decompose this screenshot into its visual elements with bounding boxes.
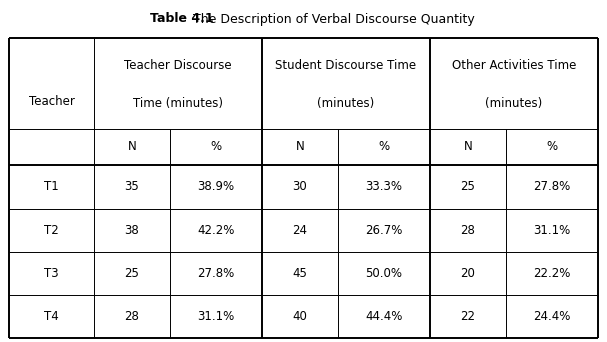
Text: 22: 22 <box>460 310 475 323</box>
Text: 27.8%: 27.8% <box>197 267 234 280</box>
Text: 35: 35 <box>124 181 139 194</box>
Text: N: N <box>296 141 304 154</box>
Text: 45: 45 <box>293 267 307 280</box>
Text: Student Discourse Time: Student Discourse Time <box>276 59 416 72</box>
Text: T1: T1 <box>44 181 59 194</box>
Text: %: % <box>378 141 390 154</box>
Text: 40: 40 <box>293 310 307 323</box>
Text: 26.7%: 26.7% <box>365 224 402 237</box>
Text: 42.2%: 42.2% <box>197 224 234 237</box>
Text: 28: 28 <box>461 224 475 237</box>
Text: Other Activities Time: Other Activities Time <box>452 59 576 72</box>
Text: N: N <box>464 141 472 154</box>
Text: Table 4.1: Table 4.1 <box>150 13 214 26</box>
Text: 25: 25 <box>124 267 140 280</box>
Text: %: % <box>546 141 557 154</box>
Text: N: N <box>127 141 137 154</box>
Text: 30: 30 <box>293 181 307 194</box>
Text: 31.1%: 31.1% <box>197 310 234 323</box>
Text: 28: 28 <box>124 310 140 323</box>
Text: 50.0%: 50.0% <box>365 267 402 280</box>
Text: The Description of Verbal Discourse Quantity: The Description of Verbal Discourse Quan… <box>189 13 474 26</box>
Text: T3: T3 <box>44 267 59 280</box>
Text: T4: T4 <box>44 310 59 323</box>
Text: 38.9%: 38.9% <box>197 181 234 194</box>
Text: Teacher: Teacher <box>29 95 75 108</box>
Text: 38: 38 <box>124 224 139 237</box>
Text: (minutes): (minutes) <box>486 97 543 110</box>
Text: 25: 25 <box>461 181 475 194</box>
Text: Teacher Discourse: Teacher Discourse <box>124 59 232 72</box>
Text: 24: 24 <box>293 224 307 237</box>
Text: 22.2%: 22.2% <box>533 267 571 280</box>
Text: 33.3%: 33.3% <box>365 181 402 194</box>
Text: 20: 20 <box>461 267 475 280</box>
Text: 27.8%: 27.8% <box>533 181 571 194</box>
Text: Time (minutes): Time (minutes) <box>133 97 223 110</box>
Text: T2: T2 <box>44 224 59 237</box>
Text: 24.4%: 24.4% <box>533 310 571 323</box>
Text: 31.1%: 31.1% <box>533 224 571 237</box>
Text: 44.4%: 44.4% <box>365 310 402 323</box>
Text: (minutes): (minutes) <box>317 97 375 110</box>
Text: %: % <box>211 141 222 154</box>
